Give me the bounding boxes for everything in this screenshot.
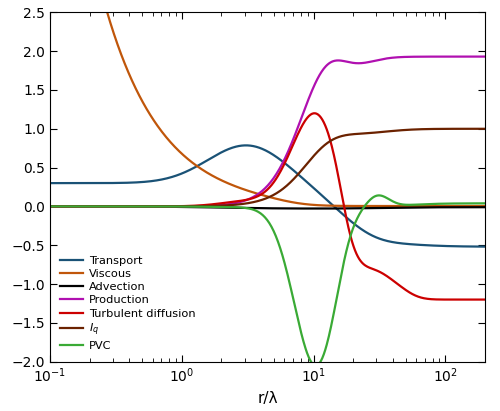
Transport — [375, 236, 381, 241]
Viscous — [124, 67, 130, 72]
Production — [482, 54, 488, 59]
X-axis label: r/λ: r/λ — [257, 391, 278, 406]
Production — [338, 58, 344, 63]
Advection — [482, 205, 488, 210]
Line: Turbulent diffusion: Turbulent diffusion — [50, 113, 485, 300]
Line: $I_q$: $I_q$ — [50, 129, 485, 206]
$I_q$ — [159, 204, 165, 209]
$I_q$ — [338, 134, 344, 139]
Line: Transport: Transport — [50, 145, 485, 247]
Transport — [159, 177, 165, 182]
$I_q$ — [244, 201, 250, 206]
Production — [47, 204, 53, 209]
Viscous — [474, 203, 480, 208]
PVC — [375, 193, 381, 198]
PVC — [376, 193, 382, 198]
PVC — [338, 272, 344, 277]
Transport — [243, 143, 249, 148]
Viscous — [482, 203, 488, 208]
PVC — [124, 204, 130, 209]
Turbulent diffusion — [338, 189, 344, 194]
$I_q$ — [374, 130, 380, 135]
Advection — [159, 204, 165, 209]
Production — [244, 197, 250, 202]
Transport — [304, 180, 310, 185]
Advection — [375, 206, 381, 210]
Transport — [338, 210, 344, 215]
Production — [159, 204, 165, 209]
Turbulent diffusion — [47, 204, 53, 209]
Viscous — [244, 188, 250, 193]
$I_q$ — [47, 204, 53, 209]
Line: PVC: PVC — [50, 195, 485, 366]
Viscous — [374, 203, 380, 208]
Transport — [47, 181, 53, 186]
Advection — [124, 204, 130, 209]
Advection — [304, 206, 310, 211]
Viscous — [338, 203, 344, 208]
PVC — [313, 363, 319, 368]
$I_q$ — [304, 162, 310, 167]
Line: Viscous: Viscous — [50, 0, 485, 206]
Production — [124, 204, 130, 209]
PVC — [482, 201, 488, 206]
Line: Production: Production — [50, 57, 485, 206]
Line: Advection: Advection — [50, 206, 485, 208]
$I_q$ — [124, 204, 130, 209]
PVC — [47, 204, 53, 209]
Production — [374, 58, 380, 62]
Legend: Transport, Viscous, Advection, Production, Turbulent diffusion, $I_q$, PVC: Transport, Viscous, Advection, Productio… — [56, 252, 200, 356]
Turbulent diffusion — [244, 197, 250, 202]
Transport — [124, 180, 130, 185]
Turbulent diffusion — [159, 204, 165, 209]
Turbulent diffusion — [482, 297, 488, 302]
Transport — [482, 244, 488, 249]
Production — [304, 102, 310, 107]
Advection — [47, 204, 53, 209]
PVC — [304, 349, 310, 353]
Viscous — [159, 129, 165, 134]
Turbulent diffusion — [375, 269, 381, 274]
Advection — [338, 206, 344, 211]
Turbulent diffusion — [304, 116, 310, 121]
Advection — [314, 206, 320, 211]
PVC — [159, 204, 165, 209]
Transport — [244, 143, 250, 148]
$I_q$ — [482, 126, 488, 131]
Turbulent diffusion — [312, 111, 318, 116]
Advection — [244, 206, 250, 210]
Viscous — [304, 202, 310, 207]
PVC — [244, 206, 250, 210]
Turbulent diffusion — [124, 204, 130, 209]
